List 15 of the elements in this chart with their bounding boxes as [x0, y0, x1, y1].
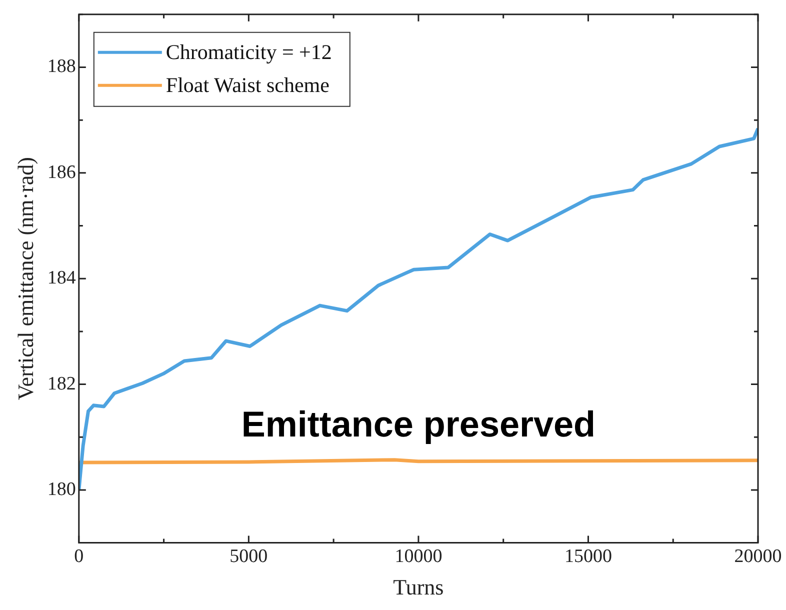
x-axis-title: Turns: [393, 574, 444, 600]
legend-label: Float Waist scheme: [166, 72, 330, 97]
x-tick-label: 15000: [564, 546, 612, 568]
y-tick-label: 180: [47, 478, 76, 500]
y-tick-label: 182: [47, 373, 76, 394]
y-axis-title: Vertical emittance (nm·rad): [12, 157, 38, 400]
annotation: Emittance preserved: [241, 403, 596, 444]
x-tick-label: 5000: [230, 546, 268, 568]
legend-label: Chromaticity = +12: [166, 40, 332, 64]
y-tick-label: 188: [47, 56, 76, 78]
y-tick-label: 186: [47, 162, 76, 183]
y-tick-label: 184: [47, 268, 76, 289]
x-tick-label: 20000: [734, 546, 782, 568]
x-tick-label: 0: [74, 546, 84, 568]
x-tick-label: 10000: [394, 546, 442, 568]
